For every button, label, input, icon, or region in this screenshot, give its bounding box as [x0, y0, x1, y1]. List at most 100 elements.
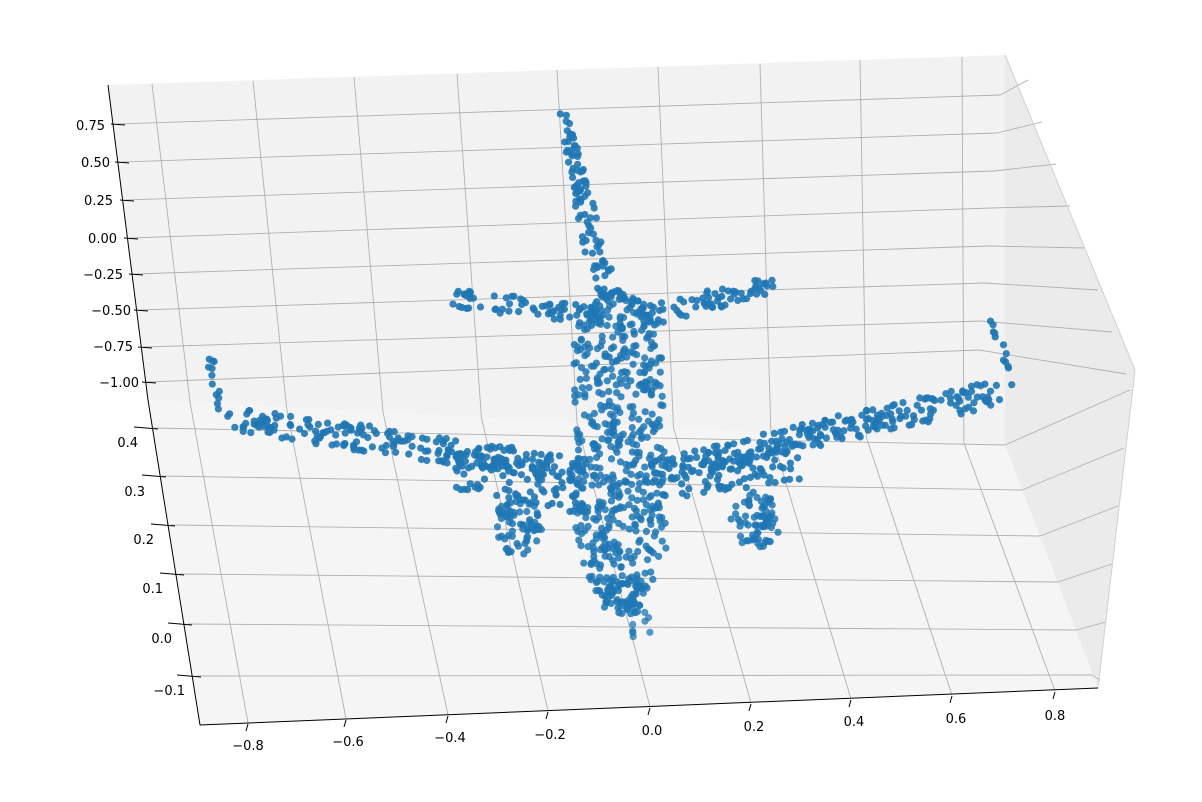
data-point [581, 210, 589, 219]
data-point [759, 430, 768, 438]
data-point [592, 236, 600, 244]
data-point [496, 309, 504, 317]
data-point [795, 475, 803, 483]
data-point [405, 450, 413, 458]
grid-line-y-side [1039, 505, 1119, 537]
data-point [510, 508, 518, 516]
data-point [630, 504, 639, 512]
data-point [466, 480, 474, 488]
data-point [633, 571, 641, 579]
data-point [607, 576, 615, 584]
data-point [752, 521, 760, 529]
data-point [610, 418, 618, 426]
data-point [627, 593, 635, 601]
data-point [523, 533, 532, 541]
grid-line-x-floor [189, 402, 249, 724]
data-point [607, 485, 616, 493]
data-point [633, 496, 641, 504]
data-point [530, 449, 538, 457]
data-point [631, 520, 639, 528]
data-point [616, 548, 624, 556]
data-point [455, 303, 463, 311]
grid-line-x-back [759, 63, 772, 433]
data-point [580, 559, 588, 567]
scatter-points [205, 110, 1016, 641]
data-point [533, 511, 542, 519]
data-point [658, 454, 666, 462]
data-point [749, 488, 757, 496]
data-point [577, 335, 585, 343]
data-point [568, 476, 576, 484]
data-point [613, 448, 621, 456]
x-tick-mark [1052, 691, 1056, 700]
data-point [969, 407, 978, 415]
data-point [760, 280, 768, 288]
data-point [548, 499, 556, 507]
data-point [514, 542, 523, 550]
data-point [761, 501, 769, 509]
data-point [302, 416, 310, 424]
data-point [504, 505, 512, 513]
data-point [667, 475, 675, 483]
data-point [741, 512, 750, 520]
data-point [730, 440, 738, 448]
data-point [424, 447, 432, 455]
data-point [588, 249, 597, 257]
z-tick-label: −0.75 [93, 340, 133, 355]
data-point [895, 407, 903, 415]
data-point [741, 519, 749, 527]
y-tick-mark [159, 572, 185, 576]
data-point [641, 617, 649, 625]
data-point [647, 520, 655, 529]
data-point [490, 292, 498, 300]
data-point [653, 419, 661, 427]
data-point [356, 427, 364, 435]
data-point [594, 504, 602, 512]
data-point [718, 285, 727, 293]
data-point [937, 396, 945, 404]
data-point [657, 523, 666, 531]
grid-line-z-back [143, 320, 982, 348]
x-tick-label: 0.6 [946, 712, 967, 727]
grid-line-x-back [859, 59, 867, 438]
data-point [693, 453, 701, 461]
data-point [970, 399, 978, 407]
z-tick-label: −0.25 [83, 268, 123, 283]
data-point [392, 448, 400, 456]
data-point [593, 423, 601, 431]
data-point [635, 538, 643, 546]
z-tick-mark [141, 381, 157, 384]
data-point [605, 540, 613, 548]
data-point [641, 463, 649, 471]
data-point [296, 425, 304, 433]
data-point [568, 168, 576, 176]
data-point [603, 321, 611, 330]
data-point [418, 434, 427, 442]
data-point [519, 521, 528, 529]
data-point [734, 448, 742, 456]
grid-line-z-back [120, 132, 998, 163]
data-point [576, 375, 584, 383]
data-point [766, 538, 774, 546]
data-point [534, 310, 542, 318]
data-point [261, 422, 269, 430]
data-point [439, 440, 447, 448]
data-point [806, 431, 814, 440]
data-point [477, 452, 486, 461]
data-point [620, 504, 628, 512]
y-tick-mark [141, 474, 167, 478]
data-point [621, 478, 629, 486]
data-point [763, 453, 771, 462]
data-point [808, 419, 817, 427]
data-point [213, 400, 221, 408]
data-point [357, 421, 365, 429]
data-point [589, 230, 598, 238]
data-point [306, 423, 314, 431]
data-point [778, 434, 786, 443]
data-point [737, 289, 745, 297]
data-point [647, 568, 655, 576]
data-point [770, 429, 778, 437]
data-point [766, 474, 774, 482]
data-point [625, 547, 633, 555]
data-point [571, 398, 579, 406]
